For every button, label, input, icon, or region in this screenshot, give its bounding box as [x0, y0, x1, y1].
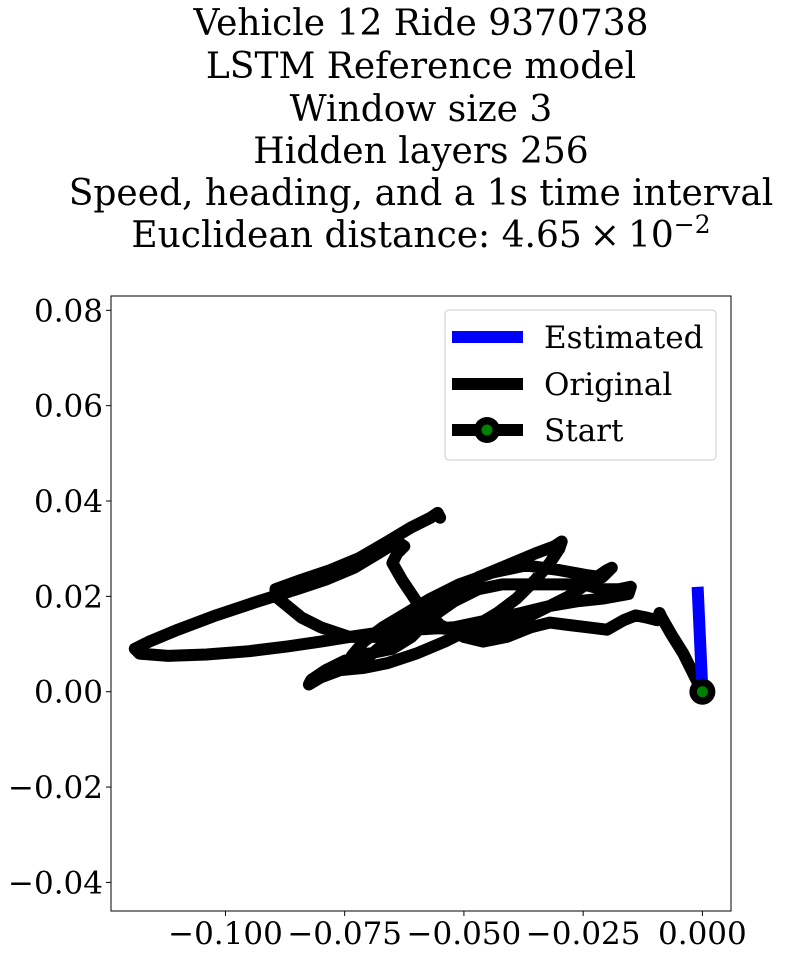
y-tick-label: 0.06 [34, 389, 103, 425]
x-tick-label: −0.100 [168, 916, 283, 952]
legend-start-marker [481, 424, 493, 436]
x-tick-label: −0.075 [287, 916, 402, 952]
x-tick-label: −0.050 [407, 916, 522, 952]
series-line-original [128, 506, 709, 698]
title-line-4: Hidden layers 256 [253, 131, 588, 172]
x-tick-label: 0.000 [658, 916, 747, 952]
chart-title: Vehicle 12 Ride 9370738 LSTM Reference m… [69, 3, 774, 256]
legend-label-original: Original [544, 367, 672, 403]
plot-frame [110, 295, 732, 912]
title-line-3: Window size 3 [290, 89, 553, 130]
title-metric-base: 10 [628, 215, 674, 256]
x-tick-label: −0.025 [526, 916, 641, 952]
title-line-5: Speed, heading, and a 1s time interval [69, 173, 774, 214]
y-tick-label: −0.04 [8, 865, 103, 901]
axis-ticks: −0.100 −0.075 −0.050 −0.025 0.000 0.08 0.06 0.0… [8, 293, 747, 952]
y-tick-label: 0.00 [34, 675, 103, 711]
y-tick-label: −0.02 [8, 770, 103, 806]
y-tick-label: 0.04 [34, 484, 103, 520]
y-tick-label: 0.02 [34, 579, 103, 615]
title-line-1: Vehicle 12 Ride 9370738 [192, 3, 648, 44]
title-metric-times: × [590, 215, 620, 256]
title-line-2: LSTM Reference model [206, 46, 636, 87]
legend-label-estimated: Estimated [544, 320, 703, 356]
legend-label-start: Start [544, 413, 624, 449]
start-marker [696, 686, 708, 698]
title-metric-exponent: −2 [674, 210, 711, 239]
plot-series [128, 506, 716, 705]
legend: Estimated Original Start [444, 309, 717, 461]
legend-box [444, 309, 717, 461]
title-metric: Euclidean distance: 4.65 × 10−2 [131, 210, 710, 256]
y-tick-label: 0.08 [34, 293, 103, 329]
title-metric-prefix: Euclidean distance: 4.65 [131, 215, 581, 256]
series-line-estimated [691, 586, 709, 692]
